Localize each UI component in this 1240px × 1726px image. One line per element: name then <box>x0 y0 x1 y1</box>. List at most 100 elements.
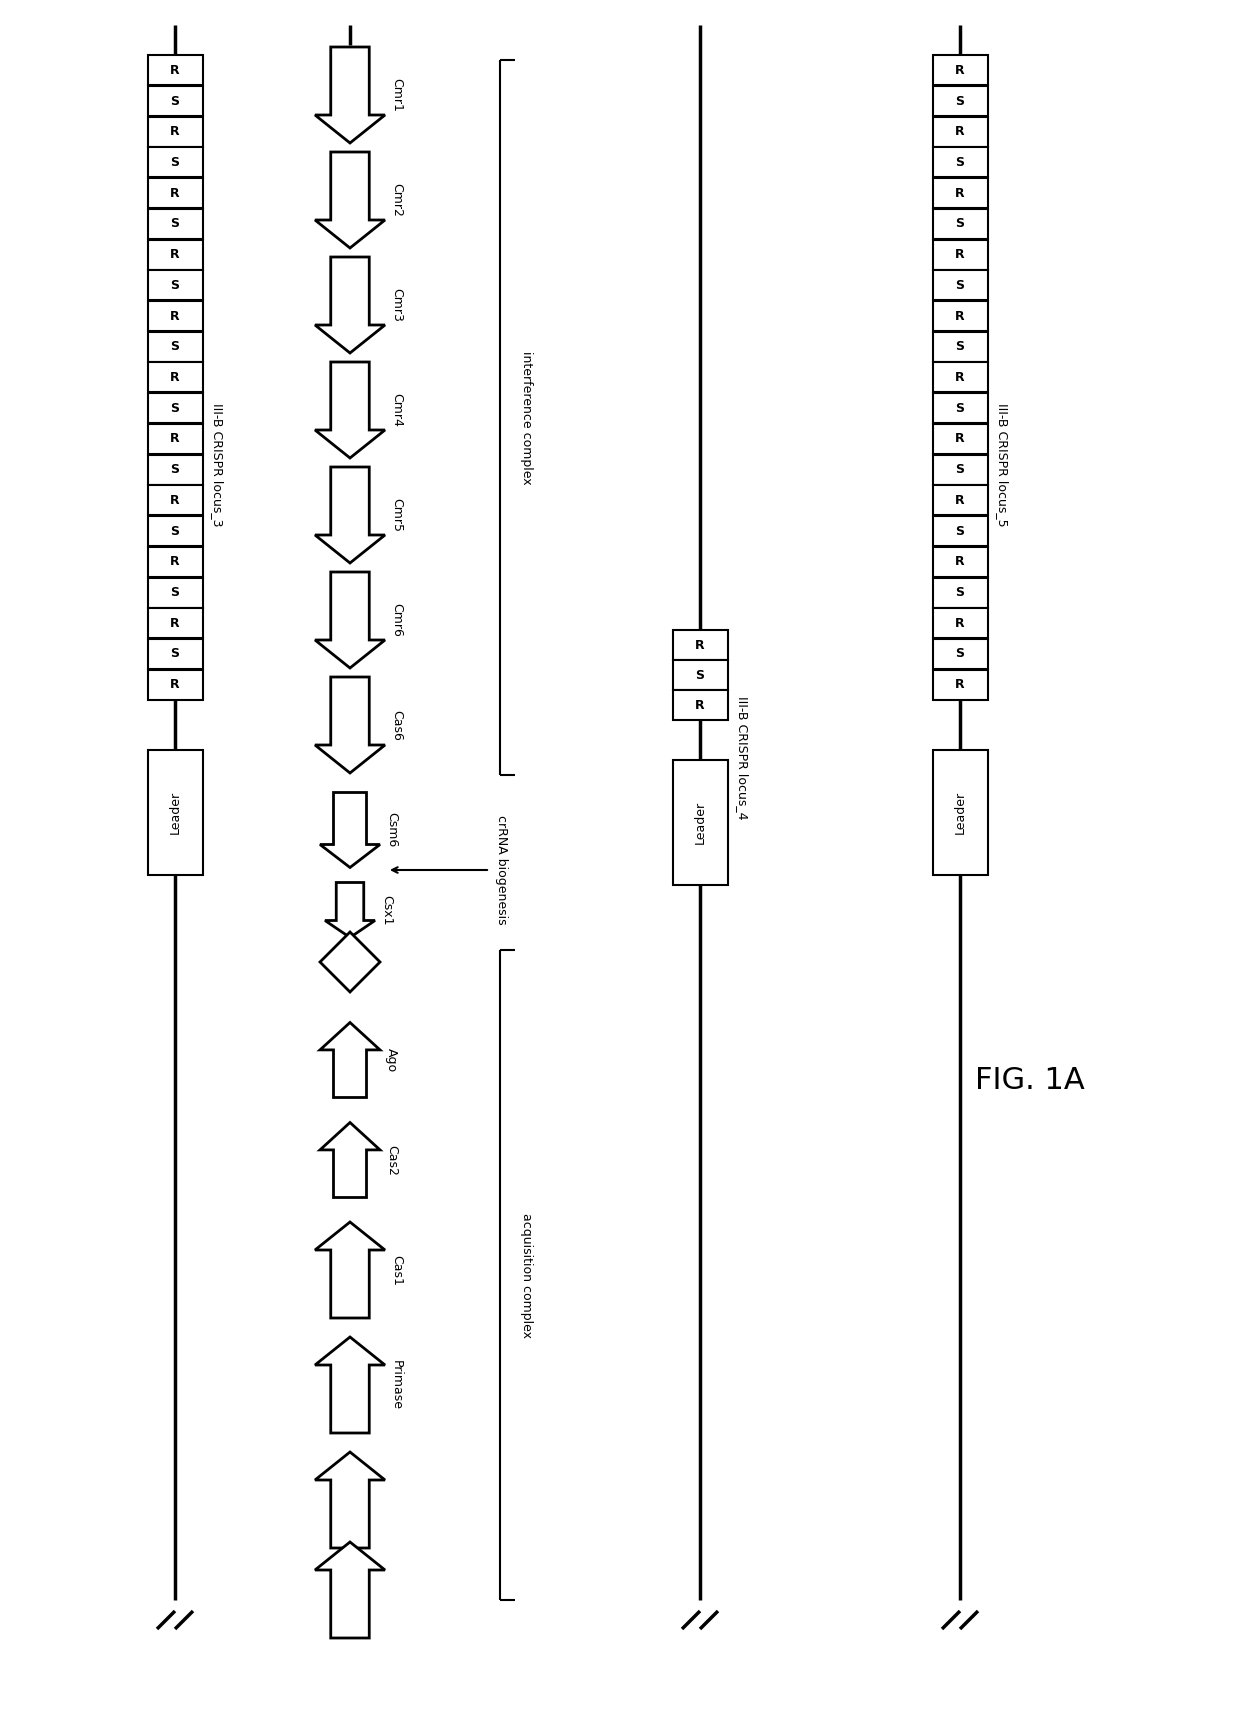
Bar <box>148 86 202 116</box>
Text: III-B CRISPR locus_4: III-B CRISPR locus_4 <box>735 696 749 820</box>
Text: R: R <box>170 556 180 568</box>
Text: Leader: Leader <box>693 801 707 844</box>
Text: R: R <box>955 249 965 261</box>
Bar <box>148 117 202 147</box>
Text: R: R <box>170 186 180 200</box>
Bar <box>932 362 987 392</box>
Text: R: R <box>955 64 965 78</box>
Text: S: S <box>171 587 180 599</box>
Text: crRNA biogenesis: crRNA biogenesis <box>495 815 508 925</box>
Polygon shape <box>325 882 374 937</box>
Polygon shape <box>315 257 384 354</box>
Bar <box>148 751 202 875</box>
Bar <box>148 639 202 670</box>
Text: S: S <box>956 217 965 231</box>
Text: R: R <box>170 126 180 138</box>
Text: S: S <box>171 155 180 169</box>
Polygon shape <box>315 362 384 457</box>
Bar <box>932 425 987 454</box>
Bar <box>148 209 202 238</box>
Text: S: S <box>956 155 965 169</box>
Text: S: S <box>171 525 180 537</box>
Bar <box>932 608 987 639</box>
Bar <box>932 240 987 269</box>
Text: III-B CRISPR locus_3: III-B CRISPR locus_3 <box>211 404 223 526</box>
Bar <box>932 147 987 178</box>
Bar <box>932 86 987 116</box>
Bar <box>148 178 202 209</box>
Text: Cas6: Cas6 <box>391 709 403 740</box>
Text: S: S <box>956 463 965 476</box>
Text: Cas1: Cas1 <box>391 1255 403 1286</box>
Text: S: S <box>171 463 180 476</box>
Text: acquisition complex: acquisition complex <box>520 1212 533 1338</box>
Bar <box>148 608 202 639</box>
Text: FIG. 1A: FIG. 1A <box>975 1065 1085 1094</box>
Bar <box>148 485 202 516</box>
Bar <box>932 331 987 362</box>
Text: R: R <box>170 678 180 690</box>
Text: R: R <box>696 639 704 651</box>
Text: S: S <box>171 217 180 231</box>
Text: R: R <box>696 699 704 711</box>
Bar <box>932 117 987 147</box>
Text: Cmr3: Cmr3 <box>391 288 403 323</box>
Bar <box>932 394 987 423</box>
Text: S: S <box>956 340 965 354</box>
Text: Cmr5: Cmr5 <box>391 499 403 532</box>
Text: S: S <box>956 280 965 292</box>
Text: R: R <box>170 371 180 383</box>
Text: S: S <box>171 280 180 292</box>
Text: interference complex: interference complex <box>520 350 533 485</box>
Text: R: R <box>170 494 180 507</box>
Text: R: R <box>955 371 965 383</box>
Text: S: S <box>171 340 180 354</box>
Text: R: R <box>955 616 965 630</box>
Bar <box>932 751 987 875</box>
Bar <box>932 547 987 576</box>
Bar <box>932 271 987 300</box>
Bar <box>932 300 987 331</box>
Text: S: S <box>171 647 180 661</box>
Text: Cas2: Cas2 <box>384 1144 398 1175</box>
Bar <box>148 454 202 485</box>
Text: S: S <box>956 402 965 414</box>
Bar <box>148 578 202 608</box>
Text: Cmr1: Cmr1 <box>391 78 403 112</box>
Text: Cmr4: Cmr4 <box>391 394 403 426</box>
Text: R: R <box>170 433 180 445</box>
Bar <box>148 331 202 362</box>
Polygon shape <box>320 932 379 992</box>
Bar <box>148 425 202 454</box>
Text: R: R <box>955 126 965 138</box>
Text: R: R <box>170 249 180 261</box>
Text: R: R <box>955 309 965 323</box>
Text: Ago: Ago <box>384 1048 398 1072</box>
Text: Cmr2: Cmr2 <box>391 183 403 217</box>
Bar <box>148 670 202 699</box>
Text: Csm6: Csm6 <box>384 813 398 847</box>
Text: R: R <box>955 433 965 445</box>
Text: S: S <box>171 95 180 107</box>
Bar <box>932 639 987 670</box>
Bar <box>672 659 728 690</box>
Text: R: R <box>955 186 965 200</box>
Polygon shape <box>320 792 379 868</box>
Polygon shape <box>315 571 384 668</box>
Polygon shape <box>315 1541 384 1638</box>
Bar <box>932 454 987 485</box>
Bar <box>148 147 202 178</box>
Bar <box>932 55 987 85</box>
Bar <box>672 759 728 885</box>
Bar <box>148 240 202 269</box>
Text: R: R <box>955 494 965 507</box>
Polygon shape <box>315 677 384 773</box>
Bar <box>148 55 202 85</box>
Bar <box>932 485 987 516</box>
Text: Primase: Primase <box>391 1360 403 1410</box>
Polygon shape <box>315 47 384 143</box>
Text: Leader: Leader <box>954 791 966 834</box>
Text: R: R <box>170 616 180 630</box>
Text: Csx1: Csx1 <box>379 894 393 925</box>
Text: Cmr6: Cmr6 <box>391 602 403 637</box>
